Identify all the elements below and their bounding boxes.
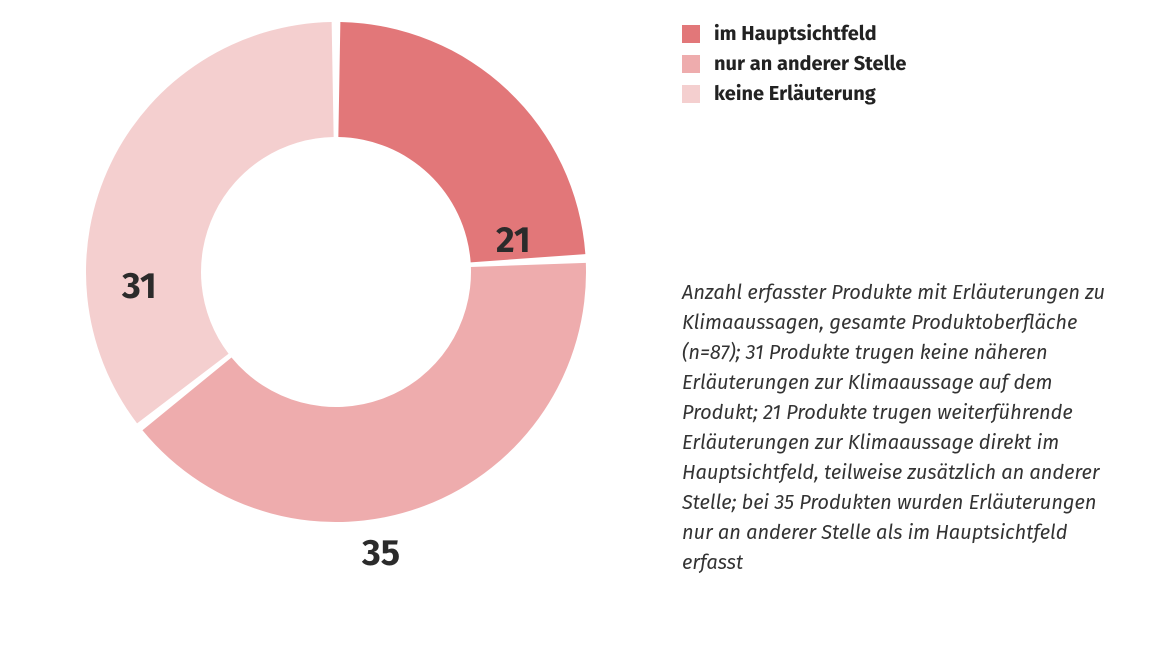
legend-item-1: nur an anderer Stelle [682, 52, 906, 76]
legend: im Hauptsichtfeld nur an anderer Stelle … [682, 22, 906, 112]
legend-swatch-1 [682, 55, 700, 73]
legend-label-0: im Hauptsichtfeld [714, 22, 877, 46]
caption-text: Anzahl erfasster Produkte mit Erläuterun… [682, 278, 1132, 578]
legend-item-2: keine Erläuterung [682, 82, 906, 106]
legend-swatch-0 [682, 25, 700, 43]
legend-label-2: keine Erläuterung [714, 82, 876, 106]
legend-label-1: nur an anderer Stelle [714, 52, 906, 76]
legend-item-0: im Hauptsichtfeld [682, 22, 906, 46]
slice-label-2: 31 [122, 264, 157, 308]
donut-svg [86, 22, 586, 522]
figure-container: 21 35 31 im Hauptsichtfeld nur an andere… [0, 0, 1170, 658]
donut-chart: 21 35 31 [86, 22, 586, 522]
slice-label-0: 21 [496, 218, 531, 262]
slice-label-1: 35 [362, 531, 400, 575]
legend-swatch-2 [682, 85, 700, 103]
